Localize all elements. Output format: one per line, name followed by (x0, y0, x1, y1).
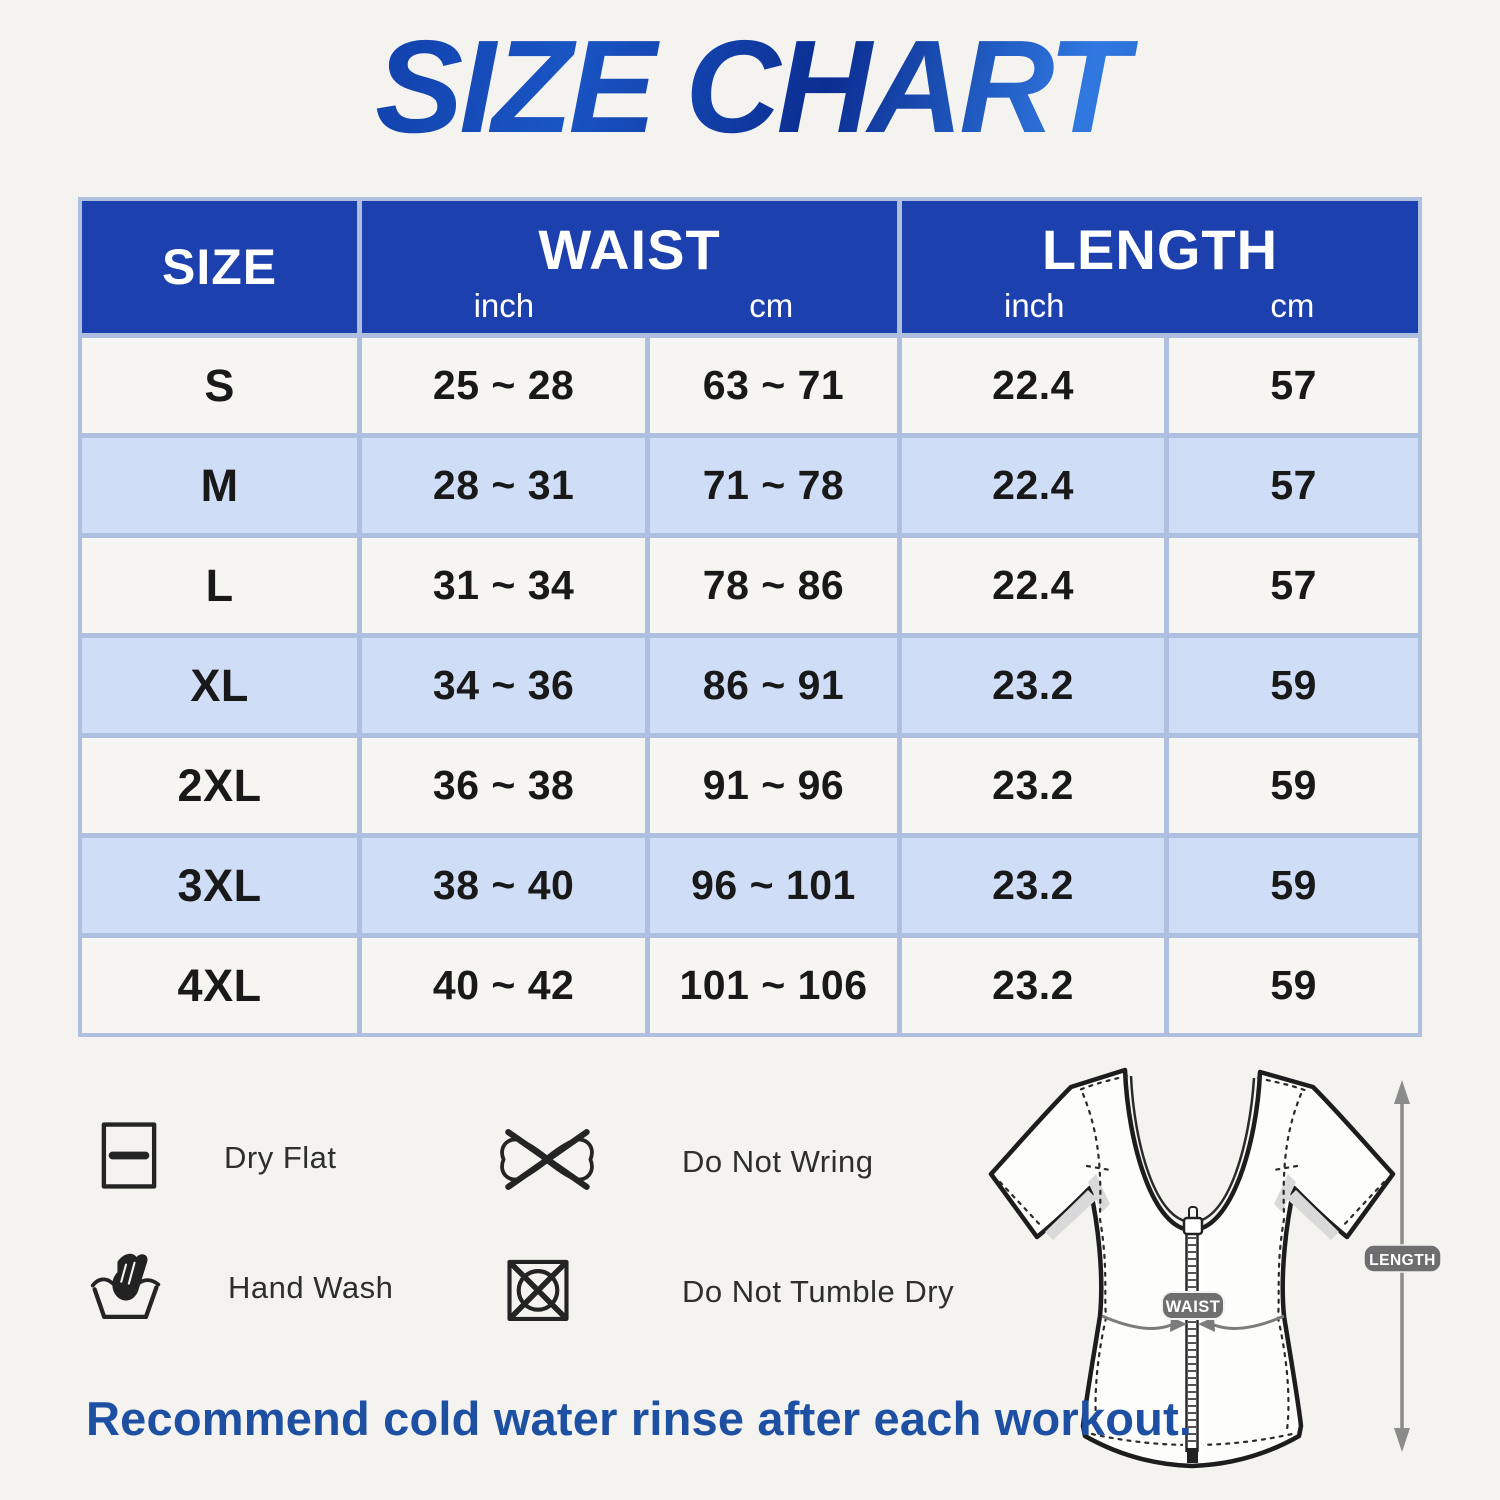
column-header-size: SIZE (82, 201, 358, 333)
table-cell: 59 (1169, 938, 1418, 1033)
table-cell: 22.4 (901, 438, 1165, 533)
table-cell: 23.2 (901, 938, 1165, 1033)
column-header-length: LENGTH inch cm (901, 201, 1418, 333)
table-cell: 23.2 (901, 738, 1165, 833)
table-cell: 96 ~ 101 (650, 838, 897, 933)
table-cell: 36 ~ 38 (362, 738, 646, 833)
length-unit-cm: cm (1270, 287, 1315, 324)
table-cell: 63 ~ 71 (650, 338, 897, 433)
table-cell: 34 ~ 36 (362, 638, 646, 733)
table-cell: 59 (1169, 838, 1418, 933)
page-title: SIZE CHART (0, 17, 1500, 157)
size-chart-table: SIZE WAIST inch cm LENGTH inch cm S 25 ~… (78, 197, 1422, 1037)
table-cell: 57 (1169, 438, 1418, 533)
table-cell: 59 (1169, 638, 1418, 733)
table-cell: 101 ~ 106 (650, 938, 897, 1033)
column-header-waist: WAIST inch cm (362, 201, 897, 333)
table-cell: 22.4 (901, 538, 1165, 633)
table-cell: 91 ~ 96 (650, 738, 897, 833)
table-cell: 59 (1169, 738, 1418, 833)
table-cell: L (82, 538, 358, 633)
waist-units: inch cm (362, 287, 897, 325)
table-cell: XL (82, 638, 358, 733)
table-cell: 71 ~ 78 (650, 438, 897, 533)
hand-wash-icon (88, 1247, 164, 1330)
do-not-wring-icon (494, 1126, 600, 1199)
table-cell: 23.2 (901, 638, 1165, 733)
do-not-tumble-dry-icon (504, 1253, 572, 1332)
table-cell: M (82, 438, 358, 533)
length-badge-label: LENGTH (1369, 1252, 1436, 1269)
table-cell: 28 ~ 31 (362, 438, 646, 533)
waist-badge-label: WAIST (1166, 1298, 1221, 1316)
table-cell: S (82, 338, 358, 433)
length-badge (1363, 1244, 1442, 1273)
table-cell: 2XL (82, 738, 358, 833)
waist-header-label: WAIST (538, 218, 721, 281)
table-cell: 23.2 (901, 838, 1165, 933)
table-cell: 4XL (82, 938, 358, 1033)
zipper-stop (1187, 1448, 1198, 1463)
table-cell: 57 (1169, 338, 1418, 433)
table-cell: 25 ~ 28 (362, 338, 646, 433)
waist-unit-inch: inch (473, 287, 535, 324)
zipper-slider (1182, 1216, 1204, 1236)
table-cell: 22.4 (901, 338, 1165, 433)
care-label: Dry Flat (224, 1140, 337, 1175)
length-units: inch cm (902, 287, 1418, 325)
garment-diagram: WAIST LENGTH (988, 1067, 1442, 1469)
table-cell: 57 (1169, 538, 1418, 633)
footer-note: Recommend cold water rinse after each wo… (86, 1392, 1193, 1445)
table-cell: 86 ~ 91 (650, 638, 897, 733)
table-cell: 40 ~ 42 (362, 938, 646, 1033)
table-cell: 38 ~ 40 (362, 838, 646, 933)
dry-flat-icon (100, 1121, 158, 1196)
care-label: Do Not Tumble Dry (682, 1274, 955, 1309)
table-cell: 78 ~ 86 (650, 538, 897, 633)
waist-badge (1161, 1291, 1225, 1320)
waist-unit-cm: cm (749, 287, 794, 324)
table-cell: 31 ~ 34 (362, 538, 646, 633)
length-unit-inch: inch (1003, 287, 1065, 324)
table-cell: 3XL (82, 838, 358, 933)
care-label: Hand Wash (228, 1270, 394, 1305)
care-label: Do Not Wring (682, 1144, 874, 1179)
length-header-label: LENGTH (1041, 218, 1279, 281)
